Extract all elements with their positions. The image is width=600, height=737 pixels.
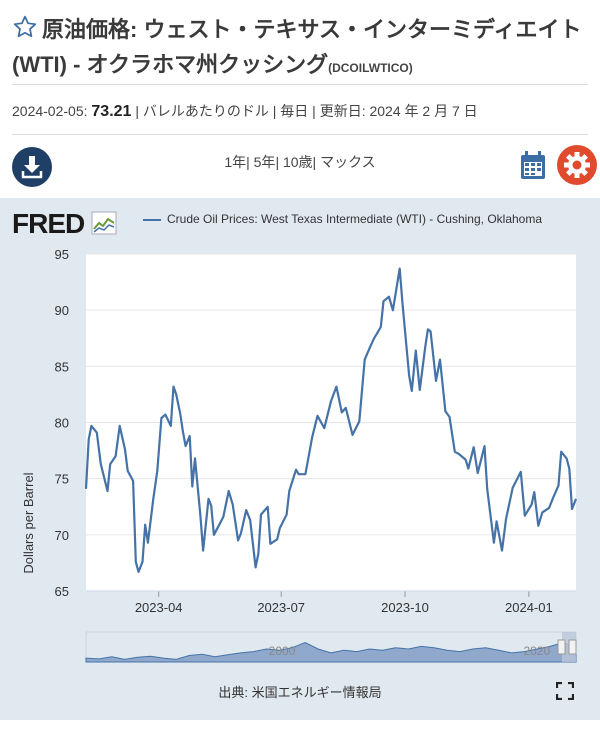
x-tick-label: 2023-07 xyxy=(257,600,305,615)
gear-icon xyxy=(557,145,597,185)
y-tick-label: 80 xyxy=(55,416,69,431)
range-1y[interactable]: 1年 xyxy=(224,154,247,170)
navigator[interactable]: 2000 2020 xyxy=(85,631,577,663)
page-title: 原油価格: ウェスト・テキサス・インターミディエイト (WTI) - オクラホマ… xyxy=(12,14,592,84)
legend-label: Crude Oil Prices: West Texas Intermediat… xyxy=(167,212,543,226)
chart-area[interactable]: Dollars per Barrel 65 70 75 80 85 90 95 2023-0… xyxy=(0,198,600,678)
download-button[interactable] xyxy=(12,147,52,187)
download-icon xyxy=(21,156,43,179)
chart-legend[interactable]: Crude Oil Prices: West Texas Intermediat… xyxy=(143,212,542,226)
y-axis-label: Dollars per Barrel xyxy=(21,472,36,573)
y-tick-label: 90 xyxy=(55,303,69,318)
navigator-label: 2000 xyxy=(269,644,296,658)
x-tick-label: 2023-04 xyxy=(135,600,183,615)
navigator-series xyxy=(85,641,577,663)
range-max[interactable]: マックス xyxy=(320,154,376,170)
chart-toolbar: 1年| 5年| 10歳| マックス xyxy=(0,142,600,192)
range-10y[interactable]: 10歳 xyxy=(282,154,313,170)
observation-meta: 2024-02-05: 73.21 | バレルあたりのドル | 毎日 | 更新日… xyxy=(12,101,478,121)
star-icon[interactable] xyxy=(12,14,38,49)
series-line[interactable] xyxy=(84,267,578,573)
x-axis: 2023-04 2023-07 2023-10 2024-01 xyxy=(86,590,576,615)
fred-logo-text: FRED xyxy=(12,208,85,239)
divider xyxy=(12,84,588,85)
series-id: (DCOILWTICO) xyxy=(328,61,413,75)
divider xyxy=(12,134,588,135)
observation-details: | バレルあたりのドル | 毎日 | 更新日: 2024 年 2 月 7 日 xyxy=(135,103,478,119)
navigator-handle[interactable] xyxy=(557,639,566,655)
calendar-icon xyxy=(521,151,545,179)
navigator-label: 2020 xyxy=(523,644,550,658)
y-tick-label: 70 xyxy=(55,528,69,543)
series-title: 原油価格: ウェスト・テキサス・インターミディエイト (WTI) - オクラホマ… xyxy=(12,17,582,77)
title-block: 原油価格: ウェスト・テキサス・インターミディエイト (WTI) - オクラホマ… xyxy=(12,14,592,84)
y-tick-label: 75 xyxy=(55,472,69,487)
source-note: 出典: 米国エネルギー情報局 xyxy=(218,685,382,700)
settings-button[interactable] xyxy=(556,144,598,186)
observation-date: 2024-02-05: xyxy=(12,103,88,119)
legend-swatch xyxy=(143,218,161,221)
x-tick-label: 2023-10 xyxy=(381,600,429,615)
navigator-handle[interactable] xyxy=(568,639,577,655)
observation-value: 73.21 xyxy=(91,103,132,120)
fred-logo: FRED xyxy=(12,208,117,240)
x-tick-label: 2024-01 xyxy=(505,600,553,615)
y-tick-label: 65 xyxy=(55,584,69,599)
calendar-button[interactable] xyxy=(520,150,546,180)
fullscreen-icon[interactable] xyxy=(556,682,574,700)
chart-panel: FRED Crude Oil Prices: West Texas Interm… xyxy=(0,198,600,720)
chart-logo-icon xyxy=(91,211,117,235)
series-layer xyxy=(84,267,578,573)
range-selector: 1年| 5年| 10歳| マックス xyxy=(224,154,376,170)
y-tick-label: 85 xyxy=(55,359,69,374)
range-5y[interactable]: 5年 xyxy=(253,154,276,170)
y-tick-label: 95 xyxy=(55,247,69,262)
